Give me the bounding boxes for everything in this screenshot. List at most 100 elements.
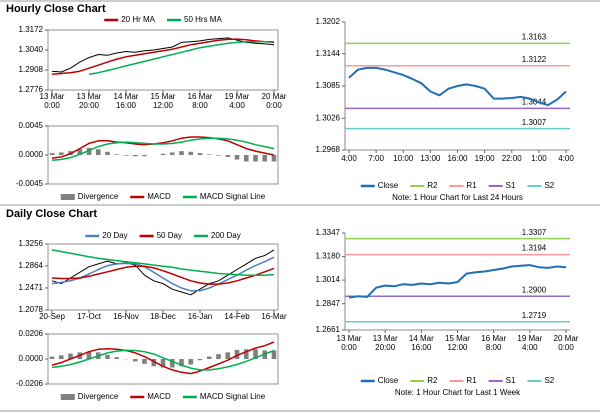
x-tick-label: 13 Mar 20:00 xyxy=(373,334,398,352)
legend-label: S2 xyxy=(544,376,554,385)
level-label: 1.3122 xyxy=(522,55,547,64)
price-line xyxy=(51,249,275,296)
series-line xyxy=(51,265,275,285)
y-tick-label: 1.2968 xyxy=(316,145,341,154)
y-tick-label: 1.3202 xyxy=(316,17,341,26)
x-tick-label: 16-Jan xyxy=(188,312,212,321)
x-tick-label: 10:00 xyxy=(393,154,414,163)
divergence-bar xyxy=(142,155,147,157)
series-line xyxy=(51,341,275,375)
x-tick-label: 14-Feb xyxy=(224,312,250,321)
x-tick-label: 17-Oct xyxy=(77,312,102,321)
divergence-bar xyxy=(132,155,138,157)
divergence-bar xyxy=(151,359,157,367)
legend-label: Divergence xyxy=(78,192,119,201)
y-tick-label: 1.2847 xyxy=(316,299,341,308)
divergence-bar xyxy=(123,155,129,156)
divergence-bar xyxy=(132,359,138,362)
divergence-bar xyxy=(169,359,175,368)
x-tick-label: 14 Mar 16:00 xyxy=(409,334,434,352)
y-tick-label: 1.2078 xyxy=(19,305,44,314)
legend-label: MACD Signal Line xyxy=(200,392,266,401)
y-tick-label: 0.0000 xyxy=(19,354,44,363)
x-tick-label: 20 Mar 0:00 xyxy=(262,92,287,110)
y-tick-label: 1.3014 xyxy=(316,275,341,284)
legend-label: S1 xyxy=(506,376,516,385)
chart-note: Note: 1 Hour Chart for Last 24 Hours xyxy=(392,193,523,202)
y-tick-label: -0.0045 xyxy=(16,179,44,188)
legend-label: 50 Hrs MA xyxy=(184,15,222,24)
legend-label: MACD xyxy=(147,192,171,201)
legend-label: R2 xyxy=(427,376,438,385)
legend-label: 50 Day xyxy=(157,231,182,240)
level-label: 1.3194 xyxy=(522,244,547,253)
legend-label: R1 xyxy=(466,181,477,190)
x-tick-label: 16-Mar xyxy=(261,312,287,321)
y-tick-label: 1.2776 xyxy=(19,85,44,94)
divergence-bar xyxy=(77,149,83,155)
legend-label: R2 xyxy=(427,181,438,190)
divergence-bar xyxy=(216,354,221,359)
series-line xyxy=(51,349,275,371)
chart-note: Note: 1 Hour Chart for Last 1 Week xyxy=(395,388,521,397)
x-tick-label: 7:00 xyxy=(368,154,384,163)
divergence-bar xyxy=(197,153,203,155)
y-tick-label: 1.3256 xyxy=(19,239,44,248)
x-tick-label: 13 Mar 0:00 xyxy=(40,92,65,110)
level-label: 1.3163 xyxy=(522,32,547,41)
x-tick-label: 16 Mar 8:00 xyxy=(481,334,506,352)
legend-swatch xyxy=(60,394,75,400)
legend-label: MACD Signal Line xyxy=(200,192,266,201)
legend: 20 Day 50 Day 200 Day xyxy=(85,231,241,240)
y-tick-label: 1.2908 xyxy=(19,65,44,74)
series-line xyxy=(51,137,275,161)
legend-swatch xyxy=(60,194,75,200)
y-tick-label: 1.3040 xyxy=(19,45,44,54)
x-tick-label: 22:00 xyxy=(502,154,523,163)
divergence-bar xyxy=(114,357,120,359)
x-tick-label: 16:00 xyxy=(447,154,468,163)
legend-label: 200 Day xyxy=(211,231,241,240)
x-tick-label: 14 Mar 16:00 xyxy=(114,92,139,110)
x-tick-label: 13 Mar 0:00 xyxy=(337,334,362,352)
divergence-bar xyxy=(271,155,277,162)
divergence-bar xyxy=(271,350,277,359)
divergence-bar xyxy=(95,149,101,155)
legend-label: 20 Hr MA xyxy=(121,15,155,24)
legend-label: Close xyxy=(378,376,399,385)
divergence-bar xyxy=(262,155,268,162)
y-tick-label: 1.3180 xyxy=(316,252,341,261)
divergence-bar xyxy=(105,151,110,155)
y-tick-label: 0.0206 xyxy=(19,329,44,338)
divergence-bar xyxy=(160,153,166,155)
y-tick-label: 0.0000 xyxy=(19,150,44,159)
legend-label: S2 xyxy=(544,181,554,190)
x-tick-label: 16 Mar 8:00 xyxy=(188,92,213,110)
legend-label: Close xyxy=(378,181,399,190)
divergence-bar xyxy=(206,356,212,359)
divergence-bar xyxy=(114,154,120,155)
divergence-bar xyxy=(225,352,231,359)
divergence-bar xyxy=(234,155,240,160)
divergence-bar xyxy=(58,152,64,155)
series-line xyxy=(51,136,275,159)
x-tick-label: 15 Mar 12:00 xyxy=(151,92,176,110)
y-tick-label: 1.3026 xyxy=(316,113,341,122)
level-label: 1.3007 xyxy=(522,118,547,127)
x-tick-label: 20 Mar 0:00 xyxy=(554,334,579,352)
divergence-bar xyxy=(253,349,258,359)
series-line xyxy=(51,256,275,292)
divergence-bar xyxy=(188,151,194,155)
section-title: Daily Close Chart xyxy=(6,208,97,220)
level-label: 1.2900 xyxy=(522,285,547,294)
x-tick-label: 4:00 xyxy=(341,154,357,163)
legend-label: 20 Day xyxy=(102,231,127,240)
divergence-bar xyxy=(188,359,194,365)
x-tick-label: 19 Mar 4:00 xyxy=(517,334,542,352)
divergence-bar xyxy=(86,351,92,359)
divergence-bar xyxy=(216,155,221,156)
series-line xyxy=(88,40,274,75)
level-label: 1.2719 xyxy=(522,311,547,320)
y-tick-label: 1.2864 xyxy=(19,261,44,270)
